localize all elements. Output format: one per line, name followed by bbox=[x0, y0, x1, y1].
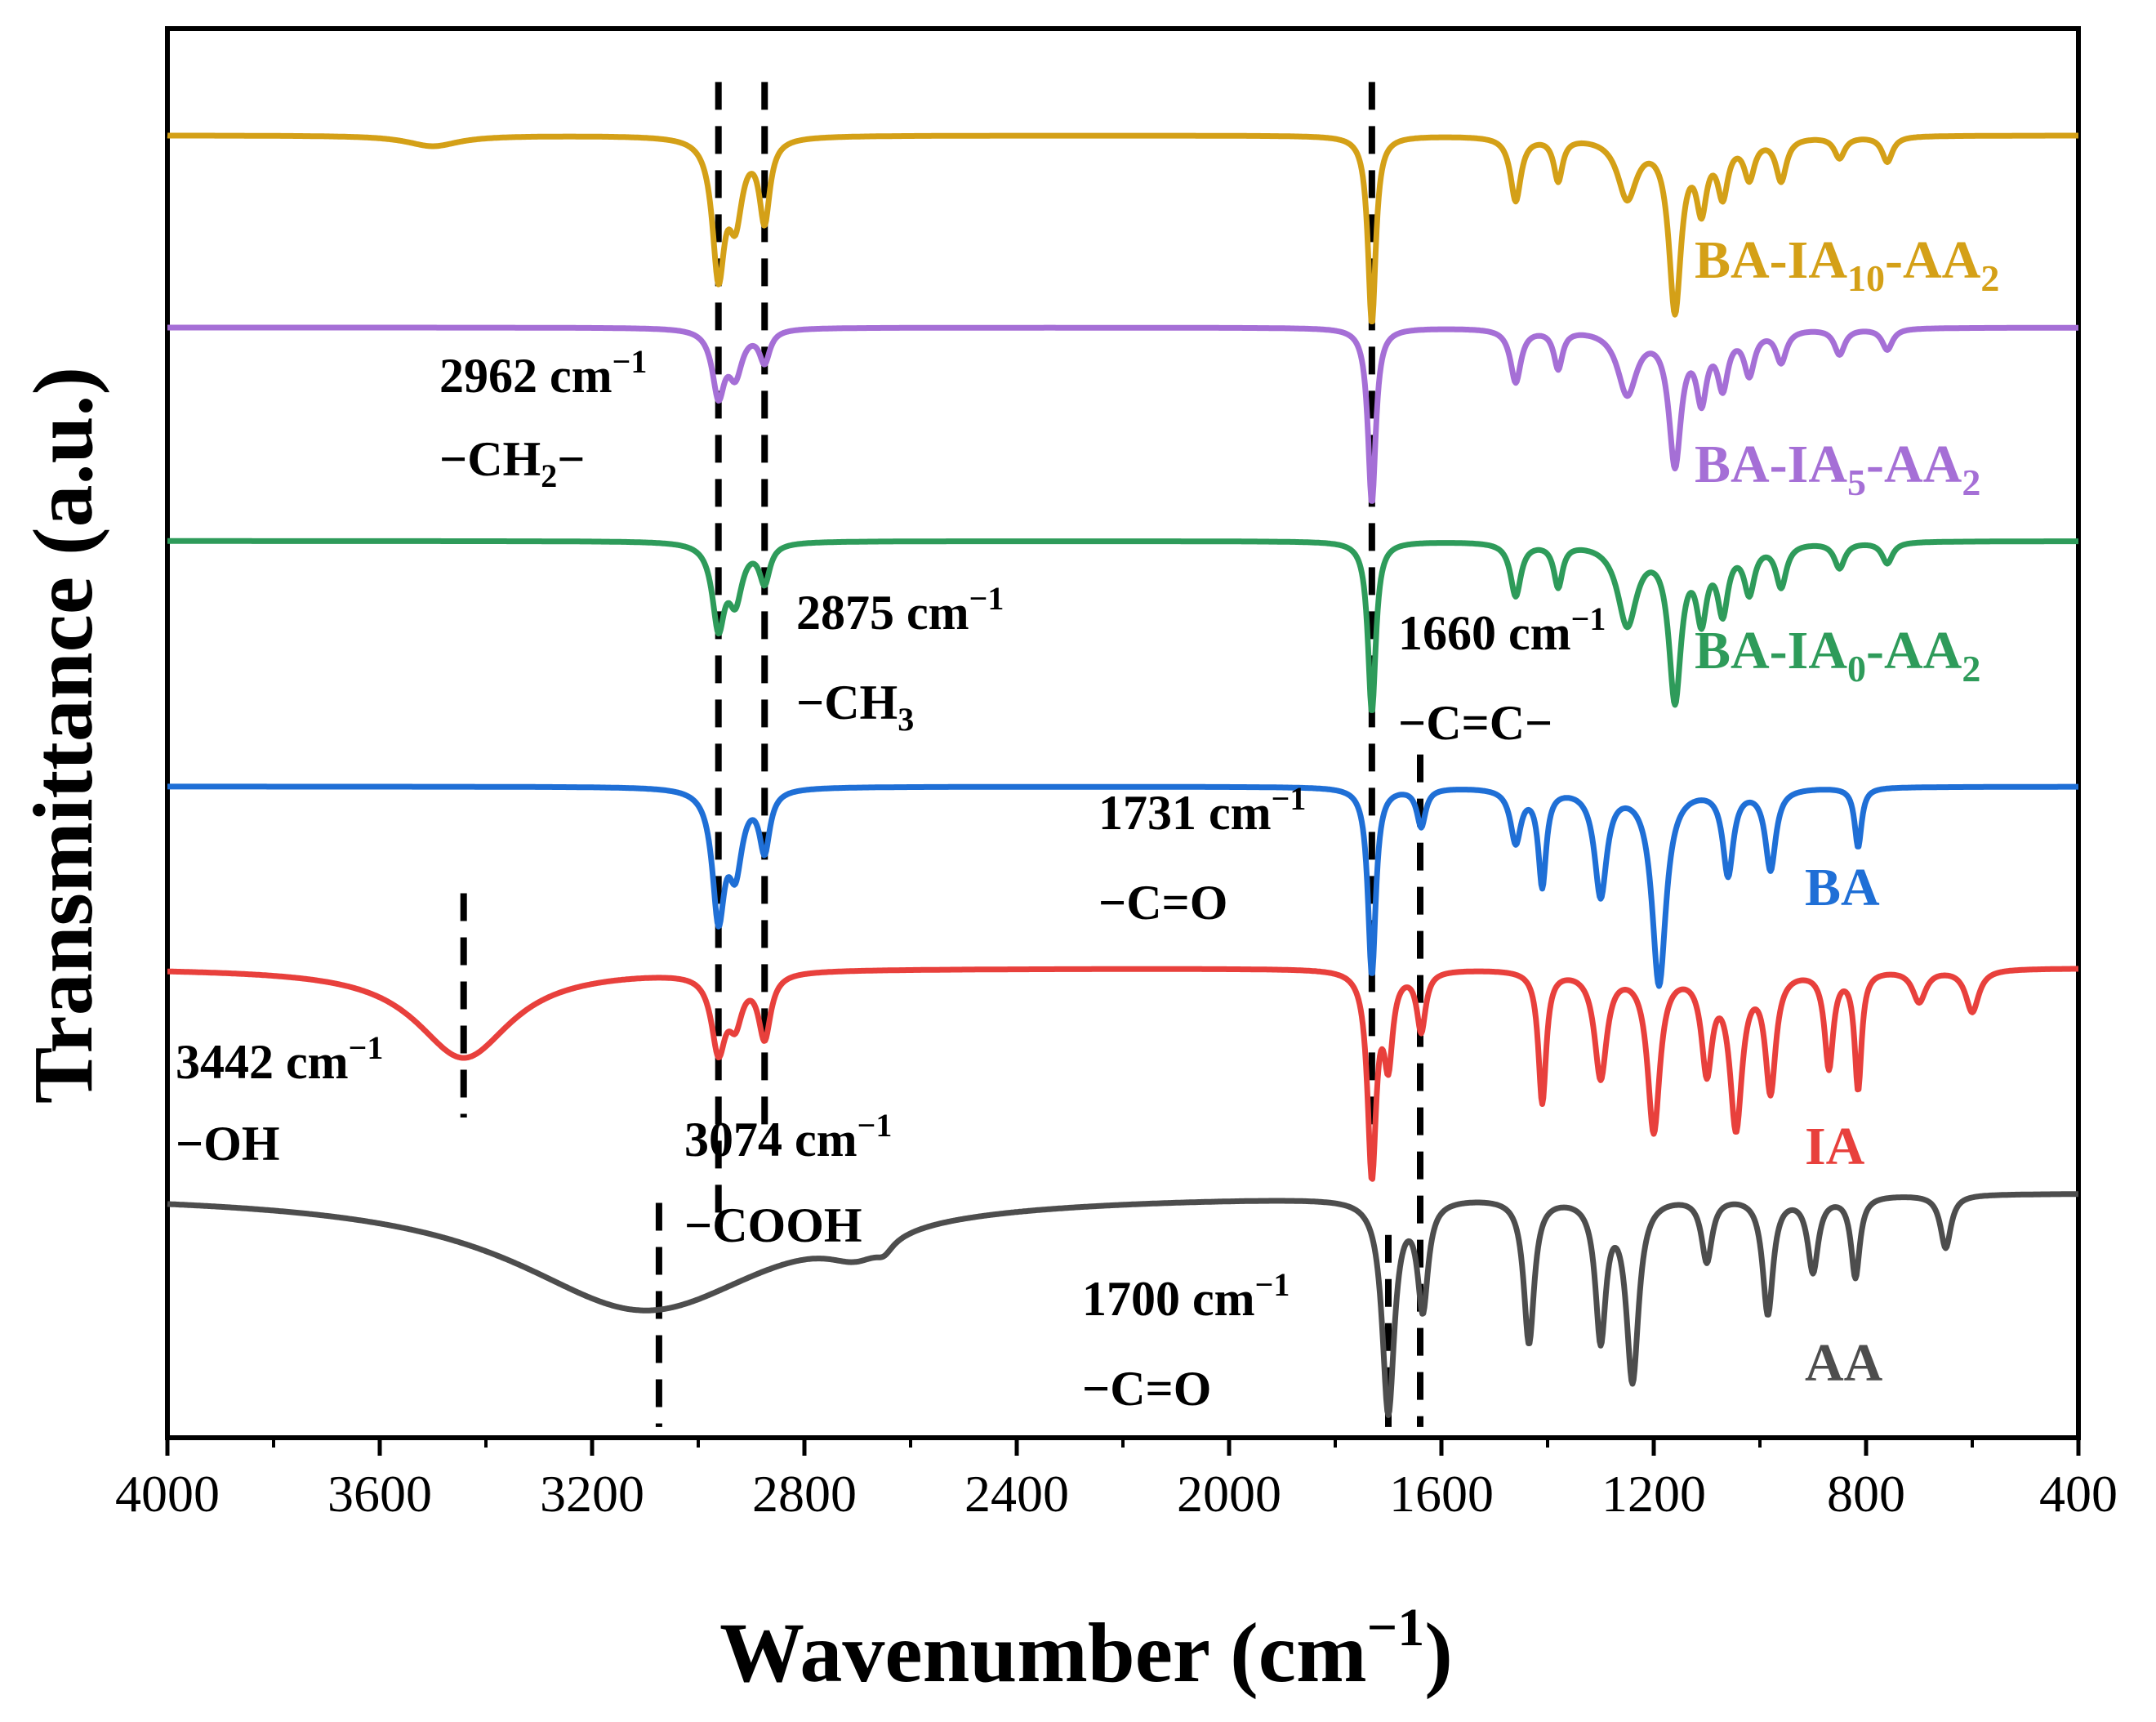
svg-text:2875 cm−1: 2875 cm−1 bbox=[796, 580, 1004, 640]
x-tick-label: 3600 bbox=[327, 1465, 432, 1523]
y-axis-title: Transmittance (a.u.) bbox=[16, 367, 110, 1104]
x-tick-label: 400 bbox=[2039, 1465, 2118, 1523]
svg-text:−C=O: −C=O bbox=[1082, 1362, 1211, 1416]
series-label-ba: BA bbox=[1805, 858, 1880, 917]
svg-text:−CH3: −CH3 bbox=[796, 676, 914, 738]
annotation-1700: 1700 cm−1 −C=O bbox=[1082, 1266, 1290, 1416]
x-axis-title: Wavenumber (cm−1) bbox=[719, 1598, 1453, 1700]
annotation-2962: 2962 cm−1 −CH2− bbox=[439, 343, 647, 494]
series-label-ba-ia5-aa2: BA-IA5-AA2 bbox=[1695, 435, 1980, 503]
series-label-ia: IA bbox=[1805, 1117, 1865, 1176]
x-tick-label: 2400 bbox=[964, 1465, 1069, 1523]
annotation-1731: 1731 cm−1 −C=O bbox=[1098, 780, 1306, 930]
series-line-ba-ia5-aa2 bbox=[165, 324, 2081, 504]
annotation-2875: 2875 cm−1 −CH3 bbox=[796, 580, 1004, 738]
svg-text:−C=C−: −C=C− bbox=[1398, 696, 1552, 750]
svg-text:−OH: −OH bbox=[176, 1117, 280, 1171]
x-tick-label: 4000 bbox=[115, 1465, 220, 1523]
annotation-3074: 3074 cm−1 −COOH bbox=[684, 1107, 892, 1252]
series-label-ba-ia10-aa2: BA-IA10-AA2 bbox=[1695, 230, 1999, 299]
x-tick-label: 800 bbox=[1827, 1465, 1905, 1523]
series-line-ba-ia10-aa2 bbox=[165, 132, 2081, 324]
svg-text:3442 cm−1: 3442 cm−1 bbox=[176, 1029, 383, 1089]
series-line-ba bbox=[165, 783, 2081, 989]
svg-text:1660 cm−1: 1660 cm−1 bbox=[1398, 600, 1606, 660]
svg-text:−CH2−: −CH2− bbox=[439, 432, 585, 494]
series-line-ba-ia0-aa2 bbox=[165, 538, 2081, 713]
x-tick-label: 1600 bbox=[1389, 1465, 1494, 1523]
svg-text:1700 cm−1: 1700 cm−1 bbox=[1082, 1266, 1290, 1326]
svg-text:−COOH: −COOH bbox=[684, 1198, 862, 1252]
series-line-ia bbox=[165, 966, 2081, 1182]
svg-text:3074 cm−1: 3074 cm−1 bbox=[684, 1107, 892, 1167]
svg-text:1731 cm−1: 1731 cm−1 bbox=[1098, 780, 1306, 840]
x-tick-label: 2000 bbox=[1177, 1465, 1281, 1523]
series-lines bbox=[165, 132, 2081, 1418]
svg-text:2962 cm−1: 2962 cm−1 bbox=[439, 343, 647, 403]
x-tick-label: 1200 bbox=[1601, 1465, 1706, 1523]
series-label-ba-ia0-aa2: BA-IA0-AA2 bbox=[1695, 621, 1980, 689]
x-tick-label: 2800 bbox=[752, 1465, 857, 1523]
svg-text:−C=O: −C=O bbox=[1098, 876, 1227, 930]
series-line-aa bbox=[165, 1191, 2081, 1418]
x-tick-label: 3200 bbox=[540, 1465, 644, 1523]
annotation-1660: 1660 cm−1 −C=C− bbox=[1398, 600, 1606, 750]
annotation-3442: 3442 cm−1 −OH bbox=[176, 1029, 383, 1171]
series-label-aa: AA bbox=[1805, 1333, 1883, 1393]
x-axis-ticks: 4000 3600 3200 2800 2400 2000 1600 1200 800 400 bbox=[115, 1438, 2118, 1523]
